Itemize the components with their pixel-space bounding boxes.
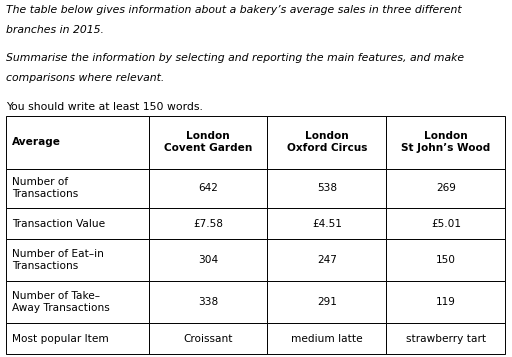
Text: 269: 269 [436, 183, 456, 193]
Text: strawberry tart: strawberry tart [406, 333, 486, 343]
Text: medium latte: medium latte [291, 333, 363, 343]
Text: London
Covent Garden: London Covent Garden [164, 131, 252, 154]
Bar [267, 208, 387, 239]
Text: comparisons where relevant.: comparisons where relevant. [6, 73, 164, 83]
Text: 291: 291 [317, 297, 337, 307]
Text: Summarise the information by selecting and reporting the main features, and make: Summarise the information by selecting a… [6, 54, 464, 64]
Text: 119: 119 [436, 297, 456, 307]
Text: London
St John’s Wood: London St John’s Wood [401, 131, 490, 154]
Bar [267, 239, 387, 281]
Bar [387, 281, 505, 323]
Text: London
Oxford Circus: London Oxford Circus [287, 131, 367, 154]
Bar [387, 239, 505, 281]
Text: £7.58: £7.58 [193, 218, 223, 228]
Text: 304: 304 [198, 255, 218, 265]
Bar [387, 208, 505, 239]
Bar [267, 116, 387, 169]
Text: Number of Take–
Away Transactions: Number of Take– Away Transactions [12, 291, 110, 313]
Text: Number of Eat–in
Transactions: Number of Eat–in Transactions [12, 249, 104, 271]
Bar [387, 169, 505, 208]
Text: You should write at least 150 words.: You should write at least 150 words. [6, 102, 203, 112]
Text: The table below gives information about a bakery’s average sales in three differ: The table below gives information about … [6, 5, 462, 15]
Text: Most popular Item: Most popular Item [12, 333, 109, 343]
Text: 150: 150 [436, 255, 456, 265]
Bar [6, 116, 148, 169]
Bar [387, 116, 505, 169]
Text: Number of
Transactions: Number of Transactions [12, 177, 78, 200]
Bar [6, 323, 148, 354]
Bar [148, 208, 267, 239]
Bar [387, 323, 505, 354]
Bar [148, 239, 267, 281]
Bar [6, 239, 148, 281]
Bar [6, 281, 148, 323]
Bar [148, 116, 267, 169]
Bar [267, 169, 387, 208]
Text: £4.51: £4.51 [312, 218, 342, 228]
Text: 247: 247 [317, 255, 337, 265]
Text: £5.01: £5.01 [431, 218, 461, 228]
Text: Croissant: Croissant [183, 333, 233, 343]
Bar [6, 208, 148, 239]
Text: Average: Average [12, 137, 61, 147]
Text: branches in 2015.: branches in 2015. [6, 25, 104, 35]
Text: Transaction Value: Transaction Value [12, 218, 105, 228]
Bar [148, 281, 267, 323]
Bar [267, 323, 387, 354]
Bar [148, 323, 267, 354]
Text: 642: 642 [198, 183, 218, 193]
Text: 338: 338 [198, 297, 218, 307]
Text: 538: 538 [317, 183, 337, 193]
Bar [6, 169, 148, 208]
Bar [148, 169, 267, 208]
Bar [267, 281, 387, 323]
